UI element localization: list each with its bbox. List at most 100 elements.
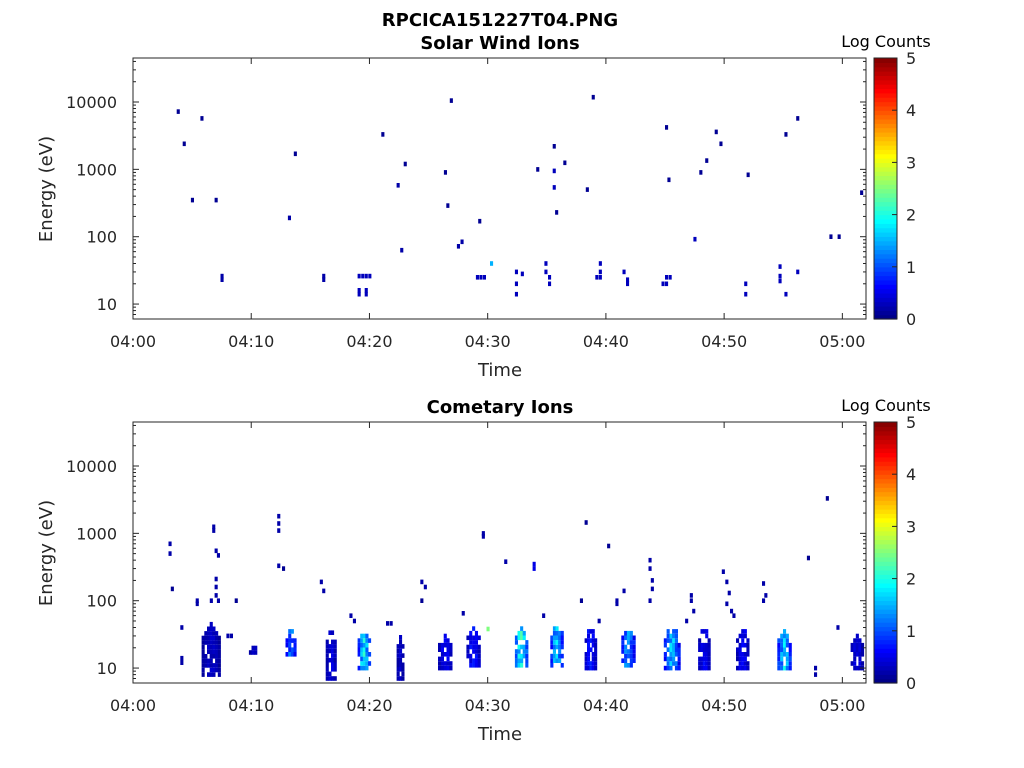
burst-cell (209, 635, 213, 641)
data-cell (778, 278, 782, 284)
burst-cell (698, 665, 702, 671)
data-cell (180, 655, 184, 661)
burst-cell (663, 652, 667, 657)
burst-cell (440, 642, 444, 648)
burst-cell (855, 665, 859, 671)
burst-cell (469, 640, 473, 645)
burst-cell (594, 642, 598, 648)
colorbar-segment (874, 105, 897, 111)
colorbar-segment (874, 613, 897, 619)
colorbar-segment (874, 140, 897, 146)
burst-cell (472, 644, 476, 650)
data-cell (420, 579, 424, 585)
data-cell (220, 273, 224, 279)
burst-cell (209, 667, 213, 673)
data-cell (514, 281, 518, 287)
burst-cell (209, 654, 213, 659)
burst-cell (399, 639, 403, 645)
burst-cell (666, 647, 670, 652)
colorbar-segment (874, 136, 897, 142)
burst-cell (677, 652, 681, 657)
burst-cell (449, 647, 453, 652)
burst-cell (328, 657, 332, 663)
burst-cell (624, 649, 628, 654)
data-cell (277, 563, 281, 569)
x-tick-label: 05:00 (819, 332, 865, 351)
burst-cell (669, 652, 673, 657)
burst-cell (285, 652, 289, 657)
data-cell (190, 197, 194, 203)
y-tick-label: 10 (97, 295, 117, 314)
burst-cell (360, 638, 364, 643)
burst-cell (438, 656, 442, 662)
burst-cell (783, 665, 787, 671)
burst-cell (746, 652, 750, 657)
burst-cell (743, 665, 747, 671)
colorbar-segment (874, 504, 897, 510)
burst-cell (469, 635, 473, 641)
colorbar-segment (874, 271, 897, 277)
data-cell (730, 608, 734, 614)
burst-cell (201, 654, 205, 659)
data-cell (796, 116, 800, 121)
data-cell (762, 581, 766, 586)
solar-wind-ylabel: Energy (eV) (36, 136, 57, 242)
burst-cell (666, 633, 670, 639)
burst-cell (669, 656, 673, 662)
data-cell (784, 132, 788, 137)
colorbar-segment (874, 288, 897, 294)
x-tick-label: 04:20 (346, 696, 392, 715)
colorbar-segment (874, 110, 897, 116)
burst-cell (700, 642, 704, 648)
burst-cell (853, 652, 857, 657)
burst-cell (783, 629, 787, 634)
burst-cell (365, 656, 369, 662)
burst-cell (212, 663, 216, 668)
colorbar-segment (874, 292, 897, 298)
burst-cell (401, 662, 405, 668)
burst-cell (736, 652, 740, 657)
burst-cell (215, 631, 219, 636)
colorbar-segment (874, 639, 897, 645)
burst-cell (522, 653, 526, 659)
burst-cell (669, 642, 673, 648)
data-cell (778, 273, 782, 279)
colorbar-segment (874, 491, 897, 497)
data-cell (796, 269, 800, 275)
burst-cell (705, 665, 709, 671)
data-cell (532, 566, 536, 571)
burst-cell (629, 663, 633, 668)
data-cell (460, 239, 464, 245)
burst-cell (522, 649, 526, 654)
burst-cell (632, 635, 636, 641)
burst-cell (207, 640, 211, 645)
cometary-xlabel: Time (477, 724, 522, 745)
cometary-plot-frame (132, 421, 867, 684)
burst-cell (672, 629, 676, 634)
colorbar-segment (874, 535, 897, 541)
burst-cell (707, 656, 711, 662)
data-cell (357, 291, 361, 297)
burst-cell (288, 629, 292, 634)
burst-cell (698, 638, 702, 643)
colorbar-segment (874, 227, 897, 233)
burst-cell (438, 642, 442, 648)
burst-cell (514, 658, 518, 663)
burst-cell (560, 630, 564, 636)
burst-cell (331, 653, 335, 658)
data-cell (349, 613, 353, 618)
burst-cell (858, 647, 862, 652)
cometary-colorbar-label: Log Counts (841, 396, 931, 415)
data-cell (836, 625, 840, 630)
burst-cell (517, 653, 521, 659)
burst-cell (621, 658, 625, 663)
burst-cell (677, 656, 681, 662)
burst-cell (589, 629, 593, 634)
burst-cell (514, 640, 518, 645)
data-cell (860, 190, 864, 195)
colorbar-segment (874, 452, 897, 458)
colorbar-segment (874, 522, 897, 527)
burst-cell (552, 640, 556, 645)
burst-cell (201, 649, 205, 654)
